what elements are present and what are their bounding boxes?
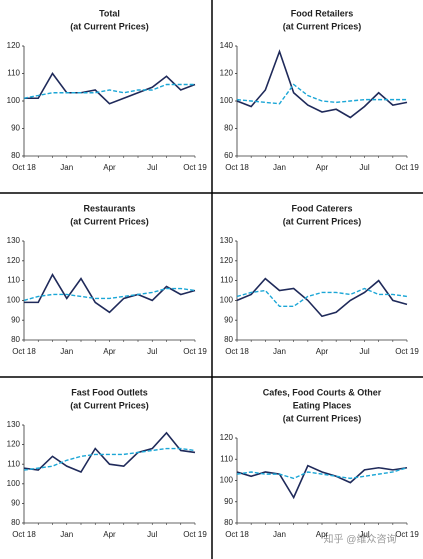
y-tick-label: 110 [7, 459, 20, 468]
chart-title: (at Current Prices) [70, 21, 149, 31]
chart-title: Cafes, Food Courts & Other [263, 387, 382, 397]
x-tick-label: Oct 19 [395, 347, 419, 356]
x-tick-label: Apr [103, 163, 116, 172]
series-line [236, 287, 408, 308]
series-line [236, 467, 408, 480]
y-tick-label: 120 [7, 256, 21, 265]
y-tick-label: 120 [7, 440, 21, 449]
series-line [24, 273, 196, 314]
series-line [236, 277, 408, 318]
series-line [236, 83, 407, 105]
x-tick-label: Apr [103, 530, 116, 539]
y-tick-label: 120 [7, 41, 21, 50]
y-tick-label: 80 [11, 518, 20, 527]
y-tick-label: 100 [7, 96, 21, 105]
y-tick-label: 130 [220, 236, 234, 245]
y-tick-label: 120 [220, 256, 234, 265]
y-tick-label: 130 [7, 236, 21, 245]
x-tick-label: Oct 18 [12, 163, 36, 172]
series-line [236, 49, 408, 119]
chart-title: (at Current Prices) [283, 413, 362, 423]
y-tick-label: 90 [11, 499, 20, 508]
y-tick-label: 100 [220, 476, 234, 485]
x-tick-label: Oct 19 [395, 163, 419, 172]
y-tick-label: 80 [224, 335, 233, 344]
chart-title: (at Current Prices) [283, 21, 362, 31]
chart-title: Restaurants [83, 203, 135, 213]
y-tick-label: 130 [7, 420, 21, 429]
chart-title: Fast Food Outlets [71, 387, 148, 397]
x-tick-label: Oct 18 [225, 530, 249, 539]
series-line [23, 431, 196, 474]
y-tick-label: 120 [220, 433, 234, 442]
series-line [23, 447, 196, 471]
y-tick-label: 90 [224, 497, 233, 506]
x-tick-label: Oct 18 [12, 347, 36, 356]
series-line [23, 83, 195, 99]
x-tick-label: Jul [147, 163, 157, 172]
chart-title: (at Current Prices) [283, 216, 362, 226]
y-tick-label: 110 [220, 454, 233, 463]
y-tick-label: 80 [224, 124, 233, 133]
x-tick-label: Oct 18 [12, 530, 36, 539]
x-tick-label: Oct 19 [183, 163, 207, 172]
y-tick-label: 140 [220, 41, 234, 50]
y-tick-label: 90 [224, 315, 233, 324]
y-tick-label: 90 [11, 315, 20, 324]
y-tick-label: 120 [220, 69, 234, 78]
x-tick-label: Jul [147, 347, 157, 356]
y-tick-label: 100 [220, 96, 234, 105]
chart-title: (at Current Prices) [70, 216, 149, 226]
x-tick-label: Jan [273, 530, 286, 539]
y-tick-label: 60 [224, 151, 233, 160]
y-tick-label: 110 [7, 276, 20, 285]
x-tick-label: Oct 18 [225, 163, 249, 172]
x-tick-label: Oct 19 [183, 530, 207, 539]
y-tick-label: 80 [224, 518, 233, 527]
y-tick-label: 110 [7, 69, 20, 78]
x-tick-label: Apr [103, 347, 116, 356]
x-tick-label: Jul [359, 347, 369, 356]
x-tick-label: Jul [147, 530, 157, 539]
y-tick-label: 100 [7, 296, 21, 305]
x-tick-label: Apr [316, 347, 329, 356]
series-line [24, 72, 196, 105]
x-tick-label: Oct 19 [395, 530, 419, 539]
x-tick-label: Jan [273, 163, 286, 172]
x-tick-label: Jan [273, 347, 286, 356]
y-tick-label: 100 [7, 479, 21, 488]
watermark: 知乎 @维众咨询 [324, 533, 397, 546]
chart-title: Food Retailers [291, 8, 354, 18]
y-tick-label: 90 [11, 124, 20, 133]
y-tick-label: 110 [220, 276, 233, 285]
x-tick-label: Jul [359, 530, 369, 539]
x-tick-label: Jan [60, 530, 73, 539]
x-tick-label: Apr [316, 163, 329, 172]
x-tick-label: Jan [60, 347, 73, 356]
series-line [236, 464, 408, 500]
x-tick-label: Jan [60, 163, 73, 172]
y-tick-label: 80 [11, 335, 20, 344]
chart-title: Eating Places [293, 400, 352, 410]
series-line [23, 287, 196, 302]
x-tick-label: Oct 18 [225, 347, 249, 356]
chart-title: (at Current Prices) [70, 400, 149, 410]
x-tick-label: Oct 19 [183, 347, 207, 356]
chart-title: Total [99, 8, 120, 18]
x-tick-label: Apr [316, 530, 329, 539]
y-tick-label: 80 [11, 151, 20, 160]
y-tick-label: 100 [220, 296, 234, 305]
chart-title: Food Caterers [291, 203, 352, 213]
x-tick-label: Jul [359, 163, 369, 172]
